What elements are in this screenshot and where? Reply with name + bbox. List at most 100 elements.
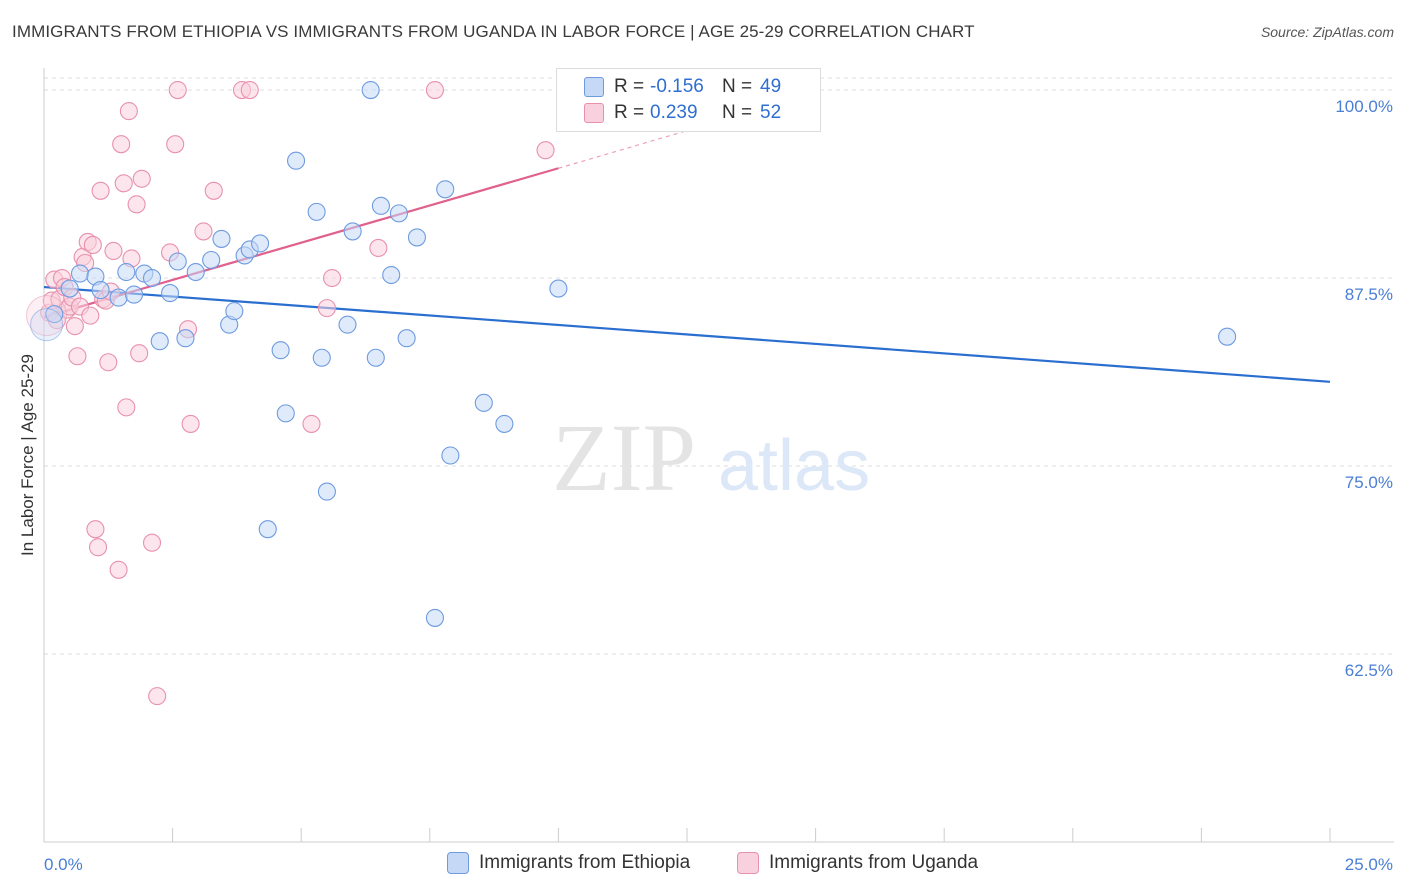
- uganda-point: [83, 235, 102, 254]
- ethiopia-point: [168, 252, 187, 271]
- ethiopia-point: [150, 332, 169, 351]
- ethiopia-point: [202, 250, 221, 270]
- ethiopia-point: [549, 279, 568, 298]
- uganda-point: [119, 102, 138, 121]
- ethiopia-cluster: [30, 308, 64, 342]
- uganda-point: [168, 80, 187, 100]
- ethiopia-point: [60, 279, 79, 298]
- uganda-point: [86, 520, 105, 539]
- ethiopia-point: [250, 234, 270, 253]
- uganda-r-value: 0.239: [650, 102, 698, 123]
- ethiopia-point: [1218, 327, 1237, 346]
- uganda-point: [68, 347, 87, 366]
- ethiopia-point: [109, 288, 128, 307]
- axes: [43, 68, 1394, 843]
- ethiopia-n-value: 49: [760, 76, 782, 97]
- source-label: Source: ZipAtlas.com: [1260, 24, 1394, 40]
- uganda-point: [302, 414, 321, 433]
- uganda-point: [132, 169, 151, 188]
- ethiopia-point: [382, 265, 401, 285]
- uganda-point: [112, 135, 131, 154]
- y-tick-label: 75.0%: [1345, 473, 1393, 492]
- ethiopia-point: [343, 222, 362, 241]
- uganda-point: [104, 241, 123, 261]
- uganda-point: [114, 174, 133, 193]
- ethiopia-point: [317, 482, 336, 501]
- uganda-point: [91, 181, 110, 200]
- chart-title: IMMIGRANTS FROM ETHIOPIA VS IMMIGRANTS F…: [12, 22, 975, 41]
- uganda-point: [65, 317, 84, 336]
- ethiopia-point: [160, 284, 180, 303]
- ethiopia-legend-label: Immigrants from Ethiopia: [479, 852, 691, 873]
- uganda-point: [204, 181, 223, 200]
- uganda-points: [26, 80, 555, 706]
- ethiopia-point: [312, 348, 331, 367]
- stats-legend: R = -0.156 N = 49 R = 0.239 N = 52: [556, 68, 821, 132]
- legend-item-ethiopia[interactable]: Immigrants from Ethiopia: [447, 852, 690, 874]
- uganda-point: [130, 344, 149, 363]
- r-label: R =: [614, 102, 645, 123]
- ethiopia-point: [117, 262, 136, 282]
- r-label: R =: [614, 76, 645, 97]
- legend-item-uganda[interactable]: Immigrants from Uganda: [737, 852, 978, 874]
- ethiopia-point: [307, 202, 326, 221]
- ethiopia-point: [407, 228, 426, 247]
- uganda-point: [109, 560, 128, 579]
- gridlines: [44, 77, 1394, 655]
- ethiopia-point: [186, 262, 205, 282]
- ethiopia-point: [176, 329, 195, 348]
- ethiopia-point: [271, 341, 290, 360]
- ethiopia-point: [361, 80, 380, 100]
- n-label: N =: [722, 76, 753, 97]
- ethiopia-point: [287, 151, 306, 170]
- x-tick-label: 0.0%: [44, 855, 83, 874]
- uganda-point: [194, 222, 213, 241]
- ethiopia-point: [338, 315, 357, 334]
- uganda-point: [148, 687, 167, 706]
- uganda-point: [81, 306, 100, 325]
- uganda-point: [369, 238, 388, 258]
- uganda-legend-swatch: [737, 852, 759, 874]
- x-tick-label: 25.0%: [1345, 855, 1393, 874]
- ethiopia-point: [91, 281, 110, 300]
- ethiopia-points: [30, 80, 1237, 627]
- legend-row-uganda: R = 0.239 N = 52: [557, 100, 781, 126]
- ethiopia-point: [142, 268, 162, 288]
- ethiopia-point: [495, 414, 514, 433]
- uganda-n-value: 52: [760, 102, 782, 123]
- uganda-legend-label: Immigrants from Uganda: [769, 852, 979, 873]
- ethiopia-point: [441, 446, 460, 465]
- uganda-point: [323, 268, 342, 288]
- ethiopia-point: [258, 520, 277, 539]
- uganda-point: [127, 195, 146, 214]
- uganda-point: [142, 533, 162, 552]
- uganda-point: [166, 135, 185, 154]
- ethiopia-trend-line: [43, 285, 1331, 383]
- ethiopia-point: [425, 608, 444, 627]
- ethiopia-point: [45, 305, 64, 324]
- ethiopia-point: [366, 348, 385, 367]
- ethiopia-point: [124, 285, 144, 304]
- uganda-trend-extension: [558, 128, 693, 169]
- ethiopia-point: [436, 180, 455, 199]
- uganda-point: [117, 398, 136, 417]
- watermark-atlas: atlas: [718, 426, 870, 506]
- tick-labels: 62.5% 75.0% 87.5% 100.0% 0.0% 25.0%: [44, 97, 1393, 874]
- uganda-point: [317, 299, 336, 318]
- y-axis-label: In Labor Force | Age 25-29: [18, 354, 37, 556]
- ethiopia-point: [474, 393, 493, 412]
- y-tick-label: 62.5%: [1345, 661, 1393, 680]
- watermark-zip: ZIP: [552, 404, 696, 511]
- ethiopia-legend-swatch: [447, 852, 469, 874]
- n-label: N =: [722, 102, 753, 123]
- y-tick-label: 87.5%: [1345, 285, 1393, 304]
- ethiopia-point: [70, 264, 90, 283]
- uganda-point: [88, 538, 108, 557]
- series-legend: Immigrants from Ethiopia Immigrants from…: [0, 852, 1406, 878]
- ethiopia-point: [389, 204, 408, 223]
- ethiopia-r-value: -0.156: [650, 76, 704, 97]
- uganda-point: [240, 80, 259, 100]
- ethiopia-point: [276, 404, 295, 423]
- uganda-swatch: [584, 103, 604, 123]
